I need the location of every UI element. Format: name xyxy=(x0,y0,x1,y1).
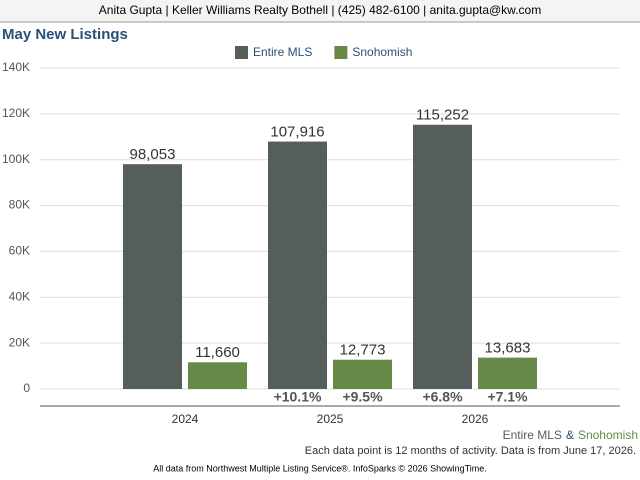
legend-swatch xyxy=(334,46,348,59)
bar xyxy=(478,357,537,389)
x-tick-label: 2026 xyxy=(462,412,489,426)
note: Each data point is 12 months of activity… xyxy=(305,445,636,457)
y-tick-label: 80K xyxy=(9,198,30,212)
value-label: 107,916 xyxy=(270,124,324,141)
y-tick-label: 0 xyxy=(23,381,30,395)
x-tick-label: 2024 xyxy=(172,412,199,426)
source: All data from Northwest Multiple Listing… xyxy=(153,463,487,473)
value-label: 98,053 xyxy=(130,146,176,163)
bar xyxy=(188,362,247,389)
value-label: 13,683 xyxy=(485,340,531,357)
bar xyxy=(268,141,327,389)
change-label: +9.5% xyxy=(342,389,383,405)
chart-title: May New Listings xyxy=(2,26,128,43)
footer-series-part: & xyxy=(566,428,574,442)
header-text: Anita Gupta | Keller Williams Realty Bot… xyxy=(99,3,541,17)
bar xyxy=(333,359,392,389)
footer-series-part: Snohomish xyxy=(578,428,638,442)
value-label: 12,773 xyxy=(340,342,386,359)
bar xyxy=(123,164,182,389)
footer-series: Entire MLS & Snohomish xyxy=(503,428,638,442)
y-tick-label: 40K xyxy=(9,289,30,303)
footer-series-part: Entire MLS xyxy=(503,428,562,442)
y-tick-label: 60K xyxy=(9,244,30,258)
value-label: 115,252 xyxy=(416,107,469,124)
header-bar xyxy=(0,0,640,22)
y-tick-label: 140K xyxy=(2,60,30,74)
x-tick-label: 2025 xyxy=(317,412,344,426)
change-label: +7.1% xyxy=(487,389,528,405)
bar xyxy=(413,124,472,390)
change-label: +6.8% xyxy=(422,389,463,405)
change-label: +10.1% xyxy=(274,389,322,405)
y-tick-label: 20K xyxy=(9,335,30,349)
legend-label: Entire MLS xyxy=(253,45,312,59)
y-tick-label: 120K xyxy=(2,106,30,120)
legend-label: Snohomish xyxy=(352,45,412,59)
value-label: 11,660 xyxy=(195,344,240,361)
legend-swatch xyxy=(235,46,248,59)
y-tick-label: 100K xyxy=(2,152,30,166)
